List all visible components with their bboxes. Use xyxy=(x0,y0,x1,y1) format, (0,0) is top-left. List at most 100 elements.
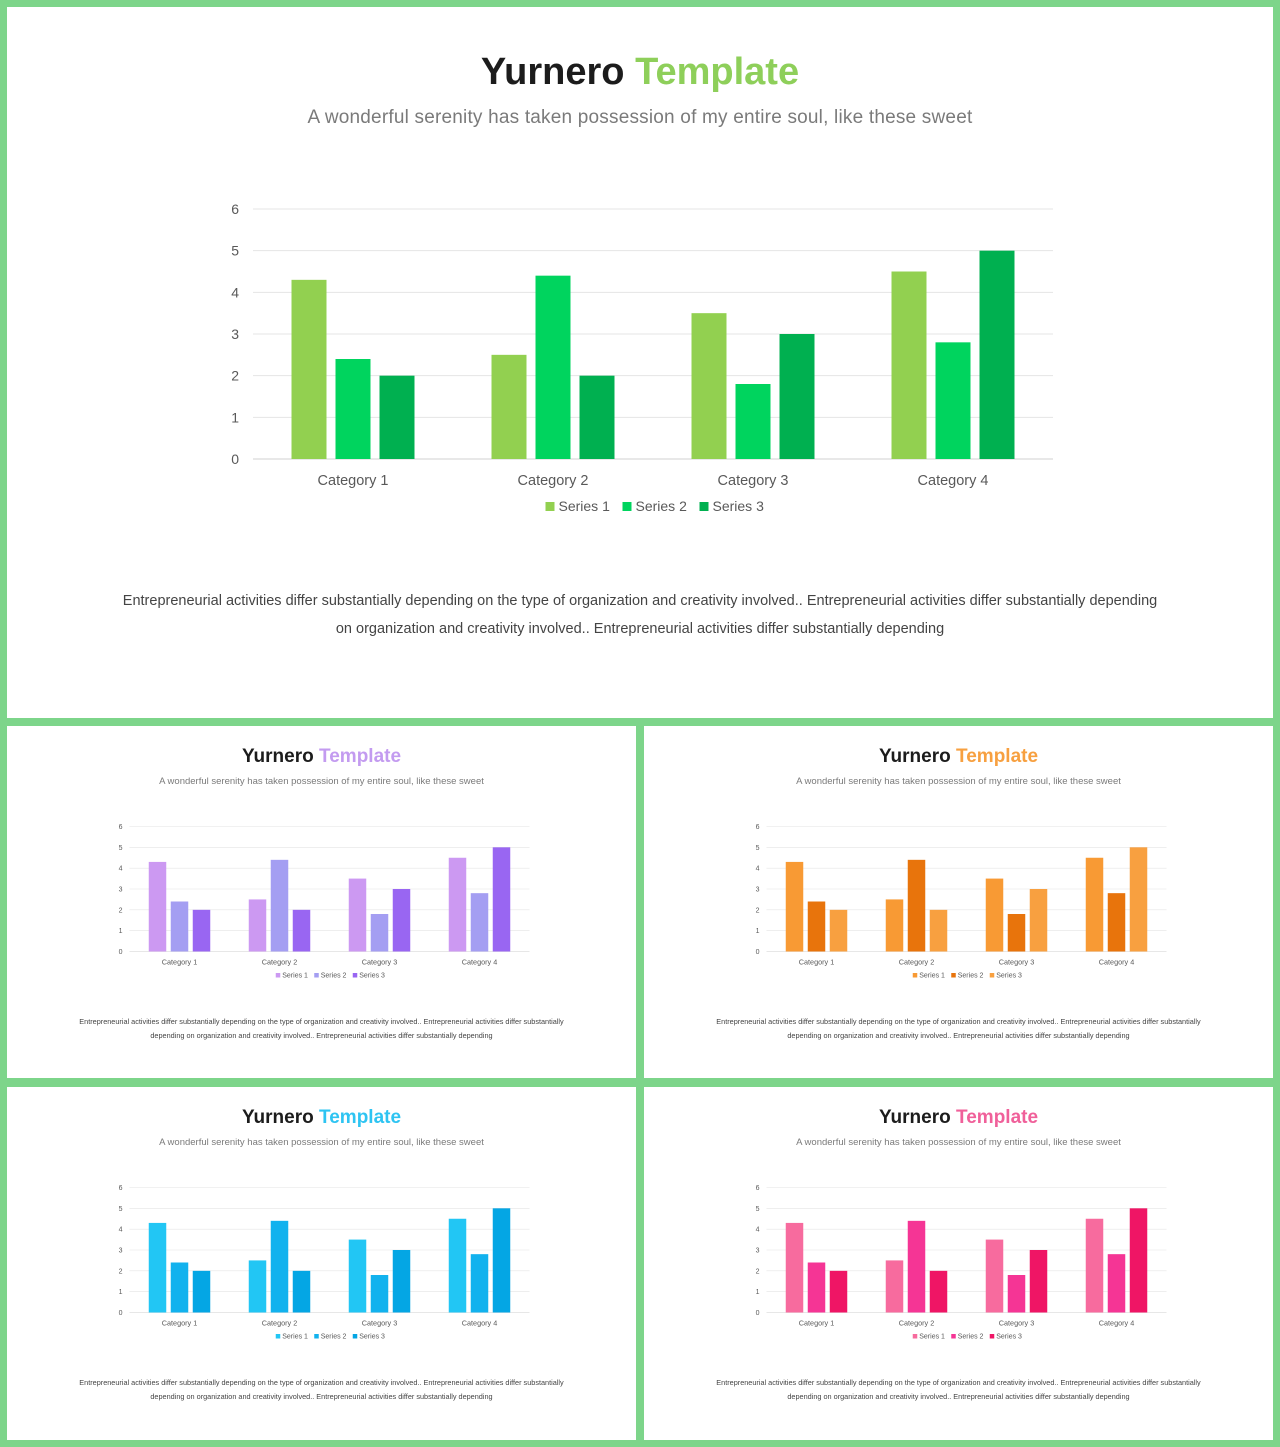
legend-label: Series 1 xyxy=(919,973,945,980)
y-tick-label: 4 xyxy=(231,284,239,300)
y-tick-label: 2 xyxy=(756,907,760,914)
title-main: Yurnero xyxy=(241,1107,314,1128)
chart-svg: 0 1 2 3 4 5 6 Category 1 Category 2 Category 3 Cat… xyxy=(756,824,1167,980)
legend-swatch xyxy=(699,502,709,511)
y-tick-label: 5 xyxy=(756,1206,760,1213)
bar xyxy=(579,375,615,459)
bar xyxy=(470,1254,489,1313)
chart-svg: 0 1 2 3 4 5 6 Category 1 Category 2 Category 3 Cat… xyxy=(231,201,1053,514)
bar xyxy=(907,1220,926,1313)
bar xyxy=(392,889,411,952)
bar xyxy=(807,901,826,952)
bar xyxy=(1107,893,1126,952)
y-tick-label: 1 xyxy=(231,409,239,425)
x-category-label: Category 4 xyxy=(1099,1319,1134,1328)
bar xyxy=(370,1275,389,1313)
legend-label: Series 2 xyxy=(321,973,347,980)
slide-main: Yurnero Template A wonderful serenity ha… xyxy=(7,7,1273,718)
y-tick-label: 2 xyxy=(231,368,239,384)
slide-body-text: Entrepreneurial activities differ substa… xyxy=(122,593,1158,637)
bar xyxy=(1029,889,1048,952)
slide-subtitle: A wonderful serenity has taken possessio… xyxy=(159,1137,484,1148)
x-category-label: Category 3 xyxy=(362,1319,397,1328)
x-category-label: Category 3 xyxy=(999,1319,1034,1328)
bar-chart: 0 1 2 3 4 5 6 Category 1 Category 2 Category 3 Cat… xyxy=(108,1179,538,1349)
legend-label: Series 2 xyxy=(636,498,688,514)
bar-chart: 0 1 2 3 4 5 6 Category 1 Category 2 Category 3 Cat… xyxy=(108,818,538,988)
y-tick-label: 2 xyxy=(756,1268,760,1275)
slide-orange: Yurnero Template A wonderful serenity ha… xyxy=(644,726,1273,1078)
bar xyxy=(148,861,167,952)
bar xyxy=(491,354,527,459)
chart-svg: 0 1 2 3 4 5 6 Category 1 Category 2 Category 3 Cat… xyxy=(756,1185,1167,1341)
slide-subtitle: A wonderful serenity has taken possessio… xyxy=(796,1137,1121,1148)
legend-swatch xyxy=(989,973,995,978)
bar xyxy=(492,1208,511,1313)
bar xyxy=(248,1260,267,1313)
x-category-label: Category 4 xyxy=(1099,958,1134,967)
y-tick-label: 5 xyxy=(119,1206,123,1213)
x-category-label: Category 1 xyxy=(799,1319,834,1328)
slide-body-text: Entrepreneurial activities differ substa… xyxy=(79,1017,564,1040)
slide-title: Yurnero Template xyxy=(644,746,1273,768)
x-category-label: Category 2 xyxy=(262,1319,297,1328)
legend-swatch xyxy=(912,1334,918,1339)
legend-label: Series 1 xyxy=(282,973,308,980)
slide-title: Yurnero Template xyxy=(644,1107,1273,1129)
y-tick-label: 5 xyxy=(231,243,239,259)
title-accent: Template xyxy=(319,746,402,767)
y-tick-label: 4 xyxy=(119,866,123,873)
slide-body-text: Entrepreneurial activities differ substa… xyxy=(716,1017,1201,1040)
y-tick-label: 3 xyxy=(756,887,760,894)
x-category-label: Category 3 xyxy=(999,958,1034,967)
y-tick-label: 5 xyxy=(119,845,123,852)
bar xyxy=(1007,1275,1026,1313)
bar xyxy=(885,899,904,952)
bar xyxy=(1107,1254,1126,1313)
y-tick-label: 6 xyxy=(231,201,239,217)
legend-label: Series 3 xyxy=(359,1334,385,1341)
bar xyxy=(292,1270,311,1313)
title-accent: Template xyxy=(319,1107,402,1128)
legend-label: Series 2 xyxy=(321,1334,347,1341)
legend-swatch xyxy=(314,973,319,978)
y-tick-label: 0 xyxy=(119,949,123,956)
y-tick-label: 1 xyxy=(756,1289,760,1296)
bar xyxy=(691,313,727,459)
slide-title: Yurnero Template xyxy=(7,51,1273,94)
bar xyxy=(492,847,511,952)
slide-title: Yurnero Template xyxy=(7,1107,636,1129)
y-tick-label: 0 xyxy=(231,451,239,467)
bar-chart: 0 1 2 3 4 5 6 Category 1 Category 2 Category 3 Cat… xyxy=(210,192,1070,532)
legend-swatch xyxy=(545,502,555,511)
legend-swatch xyxy=(275,1334,281,1339)
x-category-label: Category 4 xyxy=(462,958,497,967)
x-category-label: Category 4 xyxy=(918,473,989,489)
x-category-label: Category 2 xyxy=(518,473,589,489)
x-category-label: Category 1 xyxy=(162,1319,197,1328)
y-tick-label: 3 xyxy=(119,887,123,894)
slide-blue: Yurnero Template A wonderful serenity ha… xyxy=(7,1087,636,1440)
x-category-label: Category 1 xyxy=(799,958,834,967)
bar-chart: 0 1 2 3 4 5 6 Category 1 Category 2 Category 3 Cat… xyxy=(745,1179,1175,1349)
bar xyxy=(985,878,1004,952)
bar xyxy=(148,1222,167,1313)
bar xyxy=(292,909,311,952)
legend-label: Series 2 xyxy=(958,1334,984,1341)
bar xyxy=(248,899,267,952)
chart-svg: 0 1 2 3 4 5 6 Category 1 Category 2 Category 3 Cat… xyxy=(119,824,530,980)
bar xyxy=(470,893,489,952)
bar xyxy=(370,914,389,952)
legend-swatch xyxy=(275,973,281,978)
bar xyxy=(170,1262,189,1313)
slide-purple: Yurnero Template A wonderful serenity ha… xyxy=(7,726,636,1078)
bar xyxy=(1085,1218,1104,1313)
slide-title: Yurnero Template xyxy=(7,746,636,768)
bar xyxy=(270,859,289,952)
x-category-label: Category 4 xyxy=(462,1319,497,1328)
bar xyxy=(885,1260,904,1313)
bar-chart: 0 1 2 3 4 5 6 Category 1 Category 2 Category 3 Cat… xyxy=(745,818,1175,988)
y-tick-label: 2 xyxy=(119,907,123,914)
y-tick-label: 3 xyxy=(119,1248,123,1255)
title-accent: Template xyxy=(956,746,1039,767)
